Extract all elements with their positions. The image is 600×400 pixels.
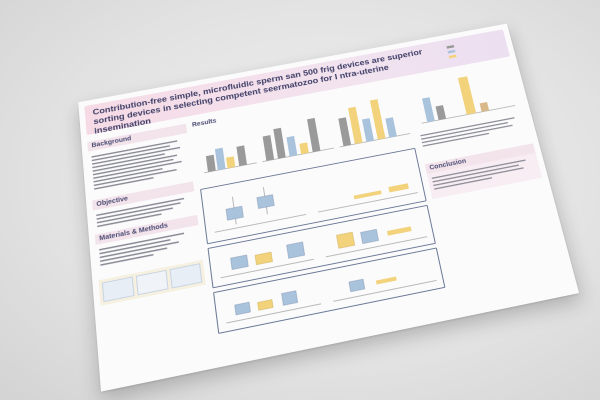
chart-group-1 (201, 142, 256, 173)
device-image (136, 270, 169, 296)
device-image (170, 263, 203, 288)
results-column: Results (192, 83, 451, 360)
poster: Contribution-free simple, microfluidic s… (78, 24, 579, 392)
device-image (102, 277, 135, 303)
legend-swatch-yellow (449, 54, 457, 58)
legend (446, 36, 500, 64)
chart-group-3 (332, 95, 410, 147)
chart-group-2 (257, 115, 333, 161)
